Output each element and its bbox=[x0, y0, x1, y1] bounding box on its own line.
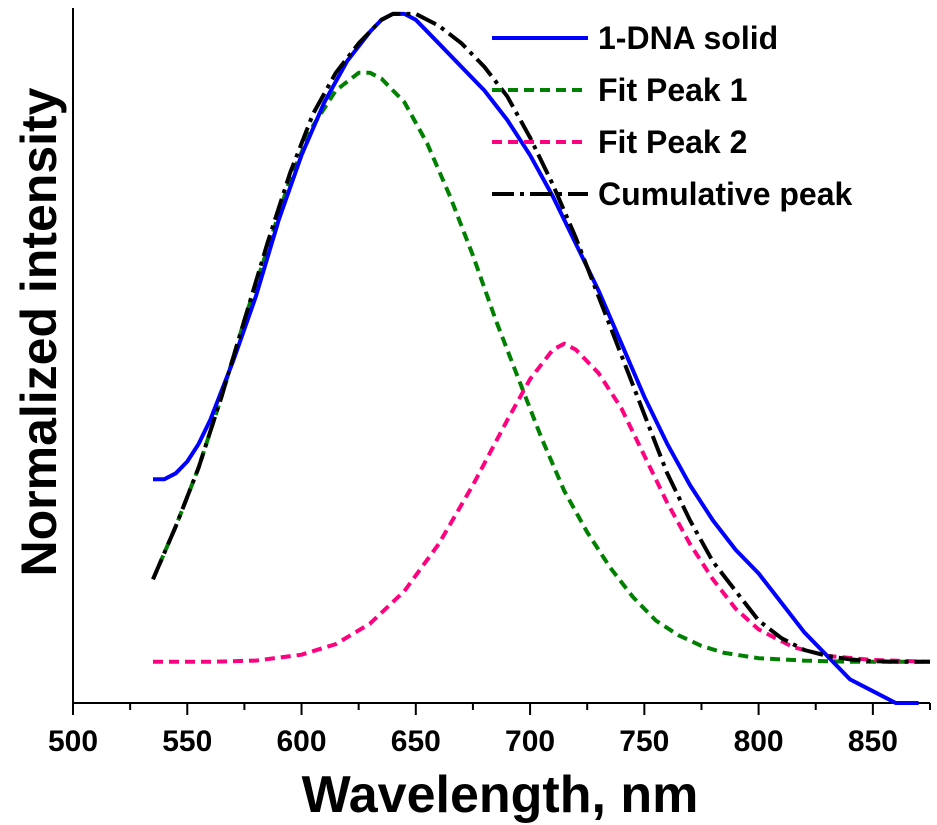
legend-label: Fit Peak 2 bbox=[598, 124, 747, 160]
legend-label: 1-DNA solid bbox=[598, 20, 778, 56]
y-axis-title: Normalized intensity bbox=[11, 87, 67, 576]
x-tick-label: 700 bbox=[505, 725, 555, 758]
x-tick-label: 850 bbox=[848, 725, 898, 758]
x-tick-label: 650 bbox=[391, 725, 441, 758]
x-axis-ticks bbox=[72, 703, 931, 715]
legend-label: Cumulative peak bbox=[598, 176, 853, 212]
legend: 1-DNA solid Fit Peak 1 Fit Peak 2 Cumulativ… bbox=[492, 20, 853, 212]
x-tick-label: 550 bbox=[162, 725, 212, 758]
x-tick-label: 600 bbox=[277, 725, 327, 758]
x-tick-label: 750 bbox=[619, 725, 669, 758]
series-layer bbox=[151, 11, 931, 705]
x-tick-label: 500 bbox=[48, 725, 98, 758]
plot-area bbox=[72, 8, 930, 704]
series-line-fit-peak-2 bbox=[153, 341, 931, 664]
x-tick-label: 800 bbox=[734, 725, 784, 758]
legend-label: Fit Peak 1 bbox=[598, 72, 747, 108]
series-line-cumulative-peak bbox=[151, 11, 930, 664]
series-line-1-dna-solid bbox=[153, 11, 919, 705]
x-axis-tick-labels: 500 550 600 650 700 750 800 850 bbox=[48, 725, 898, 758]
x-axis-title: Wavelength, nm bbox=[302, 766, 699, 824]
